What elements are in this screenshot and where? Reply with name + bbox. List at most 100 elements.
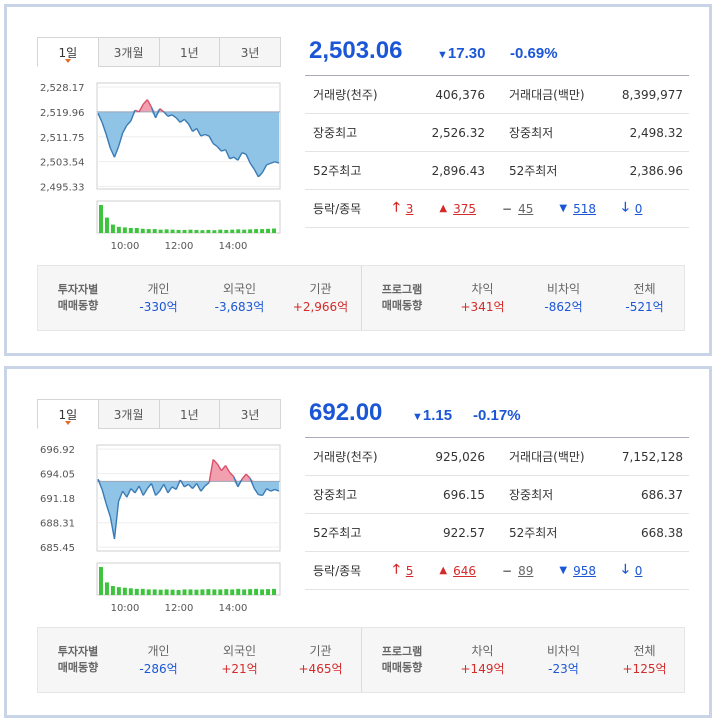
stat-label: 거래대금(백만) [509,88,585,102]
stat-label: 52주최고 [313,526,362,540]
volume-bar [236,229,241,233]
y-tick-label: 691.18 [40,494,75,505]
volume-bar [182,589,187,595]
y-tick-label: 694.05 [40,470,75,481]
price-line-segment [216,146,222,152]
price-line-segment [171,114,177,119]
volume-bar [164,229,169,233]
tab-1year[interactable]: 1년 [158,399,221,429]
advance-label: 등락/종목 [313,564,362,578]
advance-decline-row: 등락/종목 🡑 3 ▲ 375 − 45 ▼ 518 🡓 0 [305,190,689,228]
tab-1day[interactable]: 1일 [37,399,99,429]
tab-3month[interactable]: 3개월 [97,37,160,67]
volume-bar [254,588,259,595]
change-percent: -0.17% [473,407,521,424]
x-tick-label: 14:00 [219,603,248,614]
price-line-segment [163,111,169,117]
volume-bar [236,588,241,595]
program-header: 프로그램 매매동향 [381,283,423,312]
kosdaq-panel: 1일 3개월 1년 3년 696.92 694.05 691.18 688.31 685… [4,366,712,718]
volume-bar [110,224,115,233]
up-count[interactable]: 375 [453,201,477,216]
price-line-segment [274,161,280,164]
stats-row: 52주최고 922.57 52주최저 668.38 [305,514,689,552]
volume-bar [272,228,276,233]
price-line-segment [258,493,263,497]
price-line-segment [146,483,153,490]
stat-value: 406,376 [435,87,485,102]
volume-bar [170,229,175,233]
down-triangle-icon: ▼ [559,565,568,576]
price-line-segment [134,485,140,494]
stats-row: 거래량(천주) 925,026 거래대금(백만) 7,152,128 [305,438,689,476]
x-tick-label: 14:00 [219,241,248,252]
volume-bar [99,567,103,595]
price-line-segment [134,109,140,113]
lower-limit-icon: 🡓 [621,561,629,577]
x-tick-label: 12:00 [165,603,194,614]
flat-count[interactable]: 45 [518,201,534,216]
up-count[interactable]: 646 [453,563,477,578]
program-section: 프로그램 매매동향 차익 +149억 비차익 -23억 전체 +125억 [362,628,685,692]
program-section: 프로그램 매매동향 차익 +341억 비차익 -862억 전체 -521억 [362,266,685,330]
volume-bar [182,229,187,233]
program-non-arbitrage: 비차익 -862억 [544,282,583,314]
lower-limit-icon: 🡓 [621,199,629,215]
x-tick-label: 10:00 [111,603,140,614]
tab-3year[interactable]: 3년 [219,399,281,429]
volume-bar [188,229,193,233]
lower-limit-count[interactable]: 0 [634,201,643,216]
program-total: 전체 +125억 [622,644,667,676]
flat-count[interactable]: 89 [518,563,534,578]
program-arbitrage: 차익 +341억 [460,282,505,314]
intraday-chart: 2,528.17 2,519.96 2,511.75 2,503.54 2,495.33… [37,77,281,257]
tab-3year[interactable]: 3년 [219,37,281,67]
price-line-segment [113,146,120,158]
chart-svg: 696.92 694.05 691.18 688.31 685.45 10:00 12:00… [40,444,281,614]
volume-bar [272,588,276,595]
volume-bar [104,582,109,595]
stat-value: 2,896.43 [431,163,485,178]
down-count[interactable]: 958 [573,563,596,578]
tab-3month[interactable]: 3개월 [97,399,160,429]
area-above-baseline [98,99,279,112]
upper-limit-count[interactable]: 5 [405,563,414,578]
tab-1day[interactable]: 1일 [37,37,99,67]
upper-limit-count[interactable]: 3 [405,201,414,216]
investor-institution: 기관 +465억 [298,644,343,676]
price-line-segment [241,473,247,480]
y-tick-label: 688.31 [40,519,75,530]
price-line-segment [249,478,255,489]
price-line-segment [130,488,136,494]
down-count[interactable]: 518 [573,201,596,216]
volume-bar [99,205,103,233]
volume-bar [212,230,217,233]
price-line-segment [101,122,107,135]
area-below-baseline [98,481,279,540]
stat-value: 7,152,128 [621,449,683,464]
price-line-segment [208,135,214,144]
price-line-segment [155,490,161,496]
volume-bar [194,589,199,595]
volume-bar [188,589,193,595]
price-line-segment [183,118,190,125]
investor-section: 투자자별 매매동향 개인 -330억 외국인 -3,683억 기관 +2,966억 [38,266,362,330]
price-line-segment [97,112,103,123]
volume-bar [242,229,247,233]
price-line-segment [200,133,206,137]
lower-limit-count[interactable]: 0 [634,563,643,578]
stat-label: 52주최저 [509,526,558,540]
price-line-segment [159,108,165,113]
price-line-segment [241,152,247,155]
volume-bar [146,589,151,595]
price-line-segment [142,99,148,105]
price-line-segment [187,483,194,490]
price-line-segment [109,147,116,158]
stat-value: 2,526.32 [431,125,485,140]
investor-header: 투자자별 매매동향 [57,283,99,312]
change-value: ▼17.30 [437,45,486,62]
price-line-segment [163,484,169,494]
volume-bar [146,229,151,233]
price-line-segment [253,168,260,178]
tab-1year[interactable]: 1년 [158,37,221,67]
